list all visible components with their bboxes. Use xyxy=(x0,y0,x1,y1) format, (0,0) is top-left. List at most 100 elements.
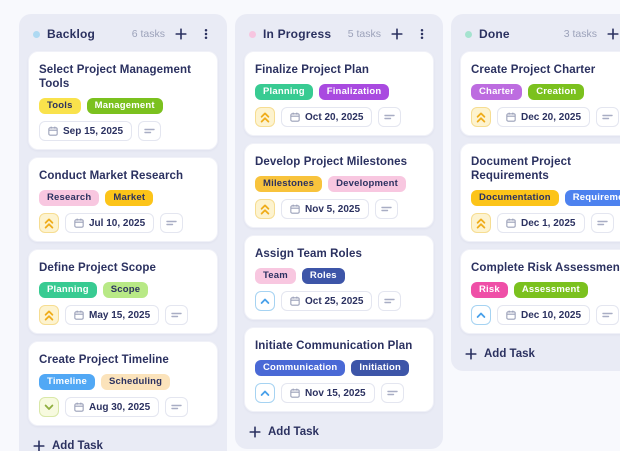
due-date-chip: Oct 20, 2025 xyxy=(281,107,373,127)
task-card[interactable]: Assign Team Roles Team Roles Oct 25, 2025 xyxy=(244,235,434,320)
tag: Planning xyxy=(255,84,313,100)
tag: Management xyxy=(86,98,163,114)
column-status-dot xyxy=(33,30,40,38)
description-icon xyxy=(171,310,182,320)
plus-icon xyxy=(607,28,619,40)
tag: Scope xyxy=(102,282,149,298)
add-task-button[interactable]: Add Task xyxy=(28,433,218,451)
description-indicator xyxy=(596,305,620,325)
due-date-chip: Dec 10, 2025 xyxy=(497,305,591,325)
priority-low-chip xyxy=(39,397,59,417)
task-meta: Dec 10, 2025 xyxy=(471,305,620,325)
task-meta: Jul 10, 2025 xyxy=(39,213,207,233)
task-card[interactable]: Create Project Charter Charter Creation Dec… xyxy=(460,51,620,136)
column-menu-button[interactable] xyxy=(197,25,215,43)
task-card[interactable]: Initiate Communication Plan Communication… xyxy=(244,327,434,412)
description-icon xyxy=(144,126,155,136)
column-done: Done 3 tasks Create Project Charter Charter… xyxy=(451,14,620,371)
task-card[interactable]: Complete Risk Assessment Risk Assessment De… xyxy=(460,249,620,334)
task-title: Assign Team Roles xyxy=(255,248,362,260)
due-date-chip: Sep 15, 2025 xyxy=(39,121,133,141)
due-date-chip: Jul 10, 2025 xyxy=(65,213,155,233)
task-card[interactable]: Select Project Management Tools Tools Mana… xyxy=(28,51,218,150)
chevrons-up-icon xyxy=(259,111,271,123)
chevrons-up-icon xyxy=(259,203,271,215)
description-indicator xyxy=(375,199,399,219)
priority-medium-chip xyxy=(471,305,491,325)
add-task-label: Add Task xyxy=(484,348,535,360)
due-date-text: May 15, 2025 xyxy=(89,309,151,321)
task-card[interactable]: Develop Project Milestones Milestones Deve… xyxy=(244,143,434,228)
task-card[interactable]: Create Project Timeline Timeline Schedulin… xyxy=(28,341,218,426)
column-in-progress: In Progress 5 tasks Finalize Project Plan P… xyxy=(235,14,443,449)
column-title: Done xyxy=(479,27,510,41)
add-task-button[interactable]: Add Task xyxy=(244,419,434,441)
description-indicator xyxy=(138,121,162,141)
task-meta: Aug 30, 2025 xyxy=(39,397,207,417)
description-icon xyxy=(384,112,396,122)
due-date-chip: May 15, 2025 xyxy=(65,305,160,325)
calendar-icon xyxy=(74,402,84,412)
kebab-menu-icon xyxy=(200,28,212,40)
calendar-icon xyxy=(74,218,84,228)
priority-high-chip xyxy=(39,305,59,325)
task-title: Complete Risk Assessment xyxy=(471,262,620,274)
tag-list: Planning Scope xyxy=(39,282,207,298)
task-title: Develop Project Milestones xyxy=(255,156,408,168)
task-card[interactable]: Document Project Requirements Documentati… xyxy=(460,143,620,242)
tag: Communication xyxy=(255,360,346,376)
task-meta: Sep 15, 2025 xyxy=(39,121,207,141)
due-date-chip: Oct 25, 2025 xyxy=(281,291,373,311)
tag-list: Timeline Scheduling xyxy=(39,374,207,390)
task-card[interactable]: Conduct Market Research Research Market Jul… xyxy=(28,157,218,242)
kebab-menu-icon xyxy=(416,28,428,40)
description-indicator xyxy=(596,107,620,127)
description-indicator xyxy=(590,213,614,233)
calendar-icon xyxy=(290,112,300,122)
tag-list: Planning Finalization xyxy=(255,84,423,100)
description-icon xyxy=(602,310,613,320)
task-title: Select Project Management Tools xyxy=(39,64,192,90)
column-header: Backlog 6 tasks xyxy=(28,22,218,46)
column-backlog: Backlog 6 tasks Select Project Management … xyxy=(19,14,227,451)
task-title: Create Project Charter xyxy=(471,64,596,76)
tag: Creation xyxy=(528,84,585,100)
task-title: Document Project Requirements xyxy=(471,156,572,182)
due-date-text: Aug 30, 2025 xyxy=(89,401,151,413)
description-icon xyxy=(596,218,608,228)
column-task-count: 6 tasks xyxy=(131,28,165,40)
task-card[interactable]: Define Project Scope Planning Scope May 15,… xyxy=(28,249,218,334)
column-title: Backlog xyxy=(47,27,96,41)
task-card[interactable]: Finalize Project Plan Planning Finalizatio… xyxy=(244,51,434,136)
priority-high-chip xyxy=(471,107,491,127)
priority-high-chip xyxy=(255,107,275,127)
chevron-down-icon xyxy=(43,401,55,413)
task-meta: May 15, 2025 xyxy=(39,305,207,325)
task-meta: Oct 20, 2025 xyxy=(255,107,423,127)
add-task-label: Add Task xyxy=(268,426,319,438)
task-title: Define Project Scope xyxy=(39,262,157,274)
description-icon xyxy=(386,388,398,398)
column-add-button[interactable] xyxy=(172,25,190,43)
add-task-button[interactable]: Add Task xyxy=(460,341,620,363)
calendar-icon xyxy=(290,388,300,398)
calendar-icon xyxy=(290,204,300,214)
calendar-icon xyxy=(74,310,84,320)
plus-icon xyxy=(33,440,45,451)
due-date-chip: Nov 15, 2025 xyxy=(281,383,375,403)
column-menu-button[interactable] xyxy=(413,25,431,43)
tag-list: Documentation Requirements xyxy=(471,190,620,206)
tag-list: Tools Management xyxy=(39,98,207,114)
description-icon xyxy=(381,204,392,214)
column-add-button[interactable] xyxy=(388,25,406,43)
chevrons-up-icon xyxy=(475,217,487,229)
task-meta: Oct 25, 2025 xyxy=(255,291,423,311)
priority-medium-chip xyxy=(255,383,275,403)
due-date-chip: Aug 30, 2025 xyxy=(65,397,160,417)
tag: Scheduling xyxy=(100,374,171,390)
description-icon xyxy=(166,218,177,228)
due-date-chip: Dec 20, 2025 xyxy=(497,107,591,127)
tag: Tools xyxy=(39,98,81,114)
column-add-button[interactable] xyxy=(604,25,620,43)
